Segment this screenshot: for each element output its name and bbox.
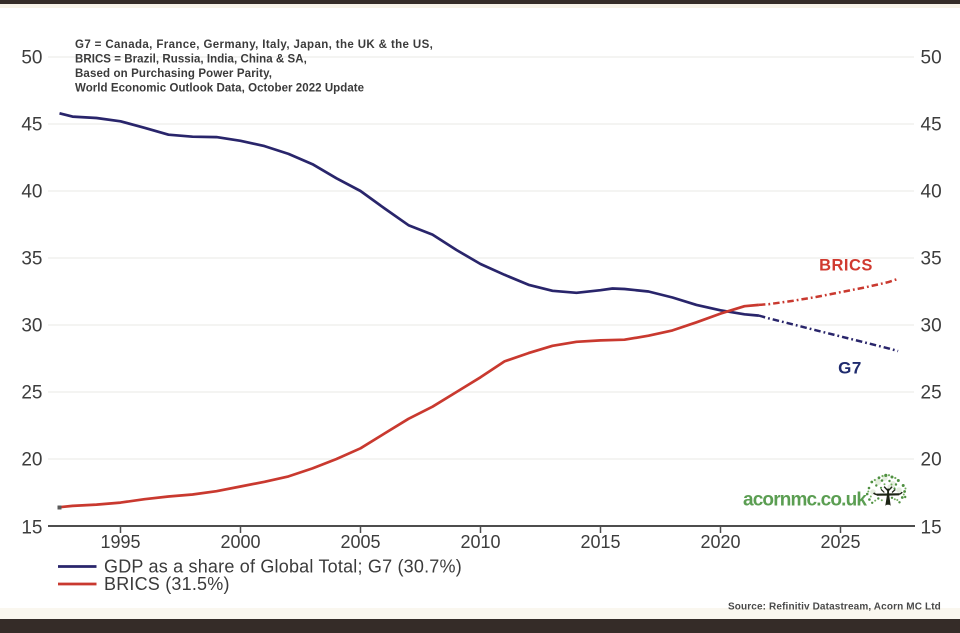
svg-text:40: 40 (21, 182, 42, 203)
svg-text:15: 15 (921, 518, 942, 539)
svg-text:GDP as a share of Global Total: GDP as a share of Global Total; G7 (30.7… (104, 557, 462, 577)
svg-text:BRICS: BRICS (819, 257, 873, 275)
svg-text:15: 15 (21, 518, 42, 539)
svg-text:2025: 2025 (820, 532, 860, 552)
svg-text:2020: 2020 (700, 532, 740, 552)
svg-text:Source: Refinitiv Datastream,: Source: Refinitiv Datastream, Acorn MC L… (728, 602, 941, 613)
svg-text:30: 30 (21, 316, 42, 337)
svg-text:Based on Purchasing Power Pari: Based on Purchasing Power Parity, (75, 68, 272, 80)
svg-text:2000: 2000 (220, 532, 260, 552)
svg-text:2015: 2015 (580, 532, 620, 552)
svg-text:G7: G7 (838, 359, 862, 378)
svg-text:35: 35 (921, 249, 942, 270)
svg-text:25: 25 (21, 383, 42, 404)
svg-text:30: 30 (921, 316, 942, 337)
svg-text:BRICS (31.5%): BRICS (31.5%) (104, 574, 230, 594)
svg-text:2010: 2010 (460, 532, 500, 552)
svg-text:2005: 2005 (340, 532, 380, 552)
svg-text:40: 40 (921, 182, 942, 203)
svg-text:20: 20 (921, 450, 942, 471)
svg-text:50: 50 (921, 48, 942, 69)
svg-text:1995: 1995 (100, 532, 140, 552)
svg-text:35: 35 (21, 249, 42, 270)
svg-text:BRICS = Brazil, Russia, India,: BRICS = Brazil, Russia, India, China & S… (75, 54, 307, 66)
svg-text:World Economic Outlook Data, O: World Economic Outlook Data, October 202… (75, 83, 364, 95)
svg-text:50: 50 (21, 48, 42, 69)
svg-text:25: 25 (921, 383, 942, 404)
svg-text:acornmc.co.uk: acornmc.co.uk (743, 490, 867, 511)
svg-text:G7 = Canada, France, Germany,: G7 = Canada, France, Germany, Italy, Jap… (75, 39, 433, 51)
svg-text:20: 20 (21, 450, 42, 471)
svg-text:45: 45 (921, 115, 942, 136)
svg-text:45: 45 (21, 115, 42, 136)
